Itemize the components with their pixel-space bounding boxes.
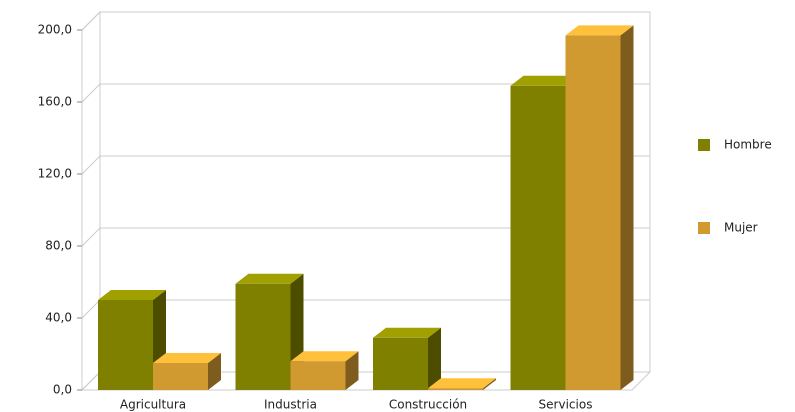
side-wall bbox=[81, 10, 101, 392]
bar-top bbox=[290, 351, 359, 362]
legend-swatch bbox=[698, 222, 710, 234]
bar-side bbox=[483, 378, 496, 390]
bar bbox=[510, 85, 566, 391]
x-tick-label: Agricultura bbox=[120, 398, 186, 412]
legend-label: Hombre bbox=[724, 138, 772, 152]
x-tick-label: Servicios bbox=[539, 398, 593, 412]
grid-line bbox=[81, 155, 650, 175]
bar-top bbox=[565, 25, 634, 36]
bar bbox=[373, 337, 428, 390]
bar-top bbox=[428, 378, 496, 389]
bar-top bbox=[153, 353, 221, 363]
legend-label: Mujer bbox=[724, 221, 758, 235]
y-tick-label: 160,0 bbox=[38, 95, 72, 109]
bar-top bbox=[98, 290, 166, 300]
grid-line bbox=[81, 83, 650, 103]
bar-side bbox=[428, 327, 441, 390]
y-tick-label: 0,0 bbox=[53, 383, 72, 397]
bar bbox=[98, 300, 153, 390]
y-tick-label: 80,0 bbox=[45, 239, 72, 253]
x-tick-label: Industria bbox=[264, 398, 317, 412]
bar-side bbox=[208, 353, 221, 390]
y-tick-label: 120,0 bbox=[38, 167, 72, 181]
y-tick-label: 200,0 bbox=[38, 23, 72, 37]
bar-top bbox=[235, 273, 304, 284]
grid-line bbox=[81, 11, 650, 31]
bar bbox=[235, 283, 291, 390]
x-tick-label: Construcción bbox=[389, 398, 467, 412]
grid-line bbox=[81, 227, 650, 247]
y-tick-label: 40,0 bbox=[45, 311, 72, 325]
bar-top bbox=[373, 327, 441, 338]
bar bbox=[428, 388, 483, 390]
bar bbox=[565, 35, 621, 391]
bar bbox=[153, 363, 208, 390]
bar-side bbox=[620, 25, 634, 391]
bar-top bbox=[510, 75, 579, 86]
bar bbox=[290, 361, 346, 390]
legend-swatch bbox=[698, 139, 710, 151]
bar-side bbox=[345, 351, 359, 390]
